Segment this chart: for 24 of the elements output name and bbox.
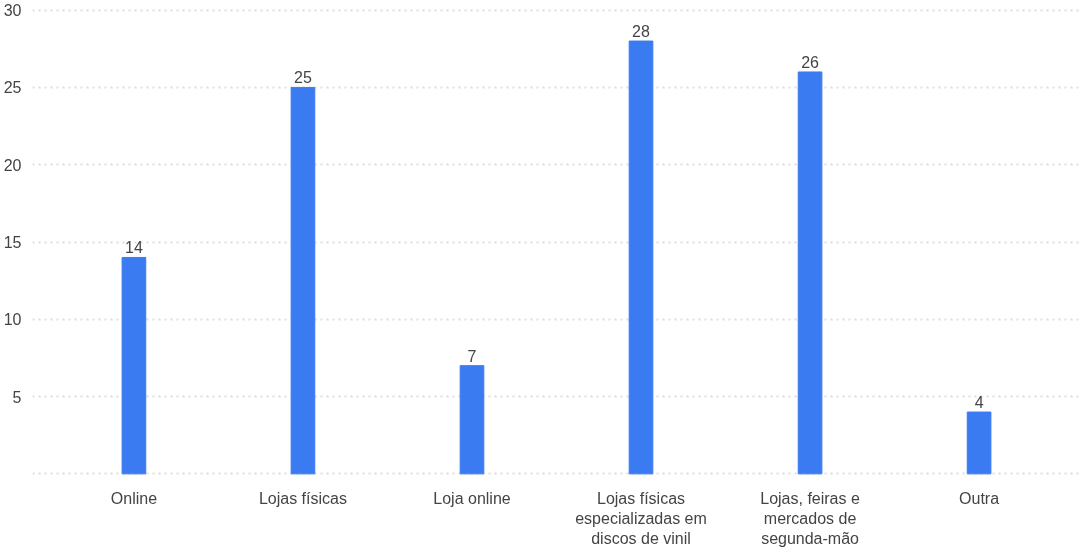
y-tick-label: 25 <box>3 79 22 97</box>
x-tick-label: Online <box>110 489 158 507</box>
data-label: 28 <box>632 23 651 41</box>
bar <box>459 365 485 475</box>
data-label: 25 <box>294 69 312 87</box>
y-tick-label: 20 <box>3 156 22 174</box>
data-label: 26 <box>801 53 820 71</box>
x-tick-label: Loja online <box>433 489 511 507</box>
x-tick-label: Lojas, feiras e mercados de segunda-mão <box>760 489 860 548</box>
y-tick-label: 15 <box>3 234 22 251</box>
y-tick-label: 30 <box>3 2 22 20</box>
x-tick-label: Lojas físicas especializadas em discos de vinil <box>575 489 707 548</box>
x-tick-label: Lojas físicas <box>258 489 347 507</box>
data-label: 7 <box>467 347 477 365</box>
y-tick-label: 5 <box>12 388 22 406</box>
bar <box>797 71 823 475</box>
x-tick-label: Outra <box>959 489 1000 507</box>
data-label: 14 <box>125 239 143 257</box>
bar <box>628 40 654 475</box>
bar <box>290 86 316 475</box>
bar <box>966 411 992 475</box>
data-label: 4 <box>974 394 984 412</box>
y-tick-label: 10 <box>3 311 22 329</box>
bar <box>121 256 147 475</box>
